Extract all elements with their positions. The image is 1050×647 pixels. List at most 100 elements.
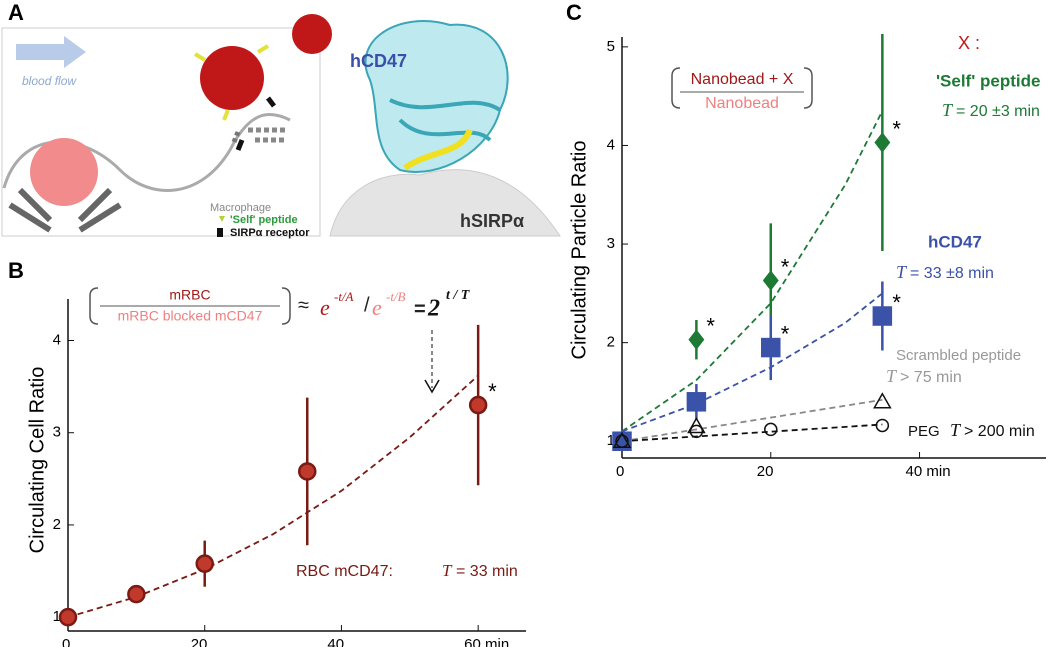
- x-tick-label: 40: [327, 636, 344, 647]
- panel-label: C: [566, 0, 582, 25]
- y-tick-label: 3: [53, 424, 61, 441]
- panel-label: B: [8, 258, 24, 283]
- series-label: hCD47: [928, 232, 982, 251]
- annotation: RBC mCD47:: [296, 563, 393, 580]
- legend-receptor-icon: [217, 228, 223, 237]
- equation-part: e: [372, 295, 382, 320]
- series-label: Scrambled peptide: [896, 347, 1021, 364]
- series-label: PEG: [908, 423, 940, 440]
- series-time: T: [886, 366, 898, 386]
- y-tick-label: 4: [607, 136, 615, 153]
- annotation: T: [442, 561, 453, 580]
- macrophage-label: Macrophage: [210, 202, 271, 214]
- cd47-ribbon: [389, 98, 502, 142]
- blood-flow-label: blood flow: [22, 74, 77, 88]
- equation-part: =: [414, 298, 426, 320]
- triangle-marker: [873, 392, 892, 409]
- panel-label: A: [8, 0, 24, 25]
- legend-label: 'Self' peptide: [230, 214, 298, 226]
- diamond-marker: [688, 329, 705, 350]
- cd47-ribbon: [364, 20, 509, 173]
- equation-part: -t/A: [334, 289, 354, 304]
- point: [58, 607, 78, 627]
- legend-label: SIRPα receptor: [230, 227, 310, 239]
- equation-part: /: [364, 294, 370, 316]
- binding-site: [403, 128, 473, 171]
- y-tick-label: 4: [53, 331, 61, 348]
- series-time: T: [896, 262, 908, 282]
- significance-mark: *: [706, 313, 715, 338]
- series-time: > 200 min: [964, 423, 1035, 440]
- y-tick-label: 3: [607, 235, 615, 252]
- nanobead: [200, 46, 264, 110]
- series-time: > 75 min: [900, 369, 962, 386]
- y-tick-label: 1: [53, 608, 61, 625]
- nanobead: [292, 14, 332, 54]
- circle-marker: [689, 424, 704, 439]
- engulfed-cell: [30, 138, 98, 206]
- series-time: = 33 ±8 min: [910, 265, 994, 282]
- bracket: [89, 287, 291, 325]
- significance-mark: *: [892, 290, 901, 315]
- x-tick-label: 40 min: [906, 463, 951, 480]
- circle-marker: [764, 422, 778, 437]
- annotation: = 33 min: [456, 563, 518, 580]
- sirpa-surface: [329, 169, 561, 237]
- equation-part: e: [320, 295, 330, 320]
- series-time: T: [950, 420, 962, 440]
- receptors: [248, 127, 288, 143]
- point: [195, 554, 214, 573]
- ratio-denominator: Nanobead: [705, 95, 779, 112]
- fit-curve: [67, 374, 479, 619]
- diamond-marker: [874, 132, 891, 153]
- point: [468, 395, 488, 415]
- legend-peptide-icon: [219, 216, 225, 222]
- x-tick-label: 20: [191, 636, 208, 647]
- macrophage-arms: [8, 187, 122, 233]
- bracket: [671, 67, 813, 109]
- point: [298, 462, 317, 481]
- y-axis-label: Circulating Cell Ratio: [26, 367, 48, 554]
- triangle-marker: [687, 416, 706, 434]
- square-marker: [686, 392, 707, 412]
- panel-c: C Circulating Particle Ratio 1 2 3 4 5 0 20 40 mi…: [566, 0, 1046, 480]
- point: [127, 584, 146, 604]
- fit-curve: [621, 110, 884, 433]
- square-marker: [761, 337, 781, 358]
- y-tick-label: 2: [53, 516, 61, 533]
- protein-label: hCD47: [350, 51, 407, 71]
- circle-marker: [615, 434, 629, 448]
- y-tick-label: 1: [607, 432, 615, 449]
- significance-mark: *: [892, 116, 901, 141]
- x-tick-label: 0: [616, 463, 624, 480]
- significance-mark: *: [781, 254, 790, 279]
- significance-mark: *: [781, 321, 790, 346]
- y-axis-label: Circulating Particle Ratio: [568, 141, 590, 360]
- ratio-denominator: mRBC blocked mCD47: [118, 308, 263, 324]
- x-tick-label: 60 min: [464, 636, 509, 647]
- sirpa-receptor: [235, 96, 276, 151]
- fit-curve: [621, 292, 883, 433]
- ratio-numerator: Nanobead + X: [691, 71, 794, 88]
- equation-part: t / T: [446, 288, 471, 303]
- x-tick-label: 0: [62, 636, 70, 647]
- fit-curve: [621, 398, 883, 443]
- flow-arrow: [16, 36, 86, 68]
- y-tick-label: 2: [607, 334, 615, 351]
- receptor-label: hSIRPα: [460, 211, 524, 231]
- fit-curve: [621, 423, 883, 443]
- ratio-numerator: mRBC: [169, 287, 210, 303]
- series-label: 'Self' peptide: [936, 71, 1040, 90]
- diamond-marker: [762, 270, 779, 291]
- significance-mark: *: [488, 379, 497, 404]
- equation-part: -t/B: [386, 289, 406, 304]
- square-marker: [872, 306, 893, 326]
- x-title: X :: [958, 33, 980, 53]
- arrow-head: [424, 379, 440, 394]
- series-time: = 20 ±3 min: [956, 103, 1040, 120]
- x-tick-label: 20: [757, 463, 774, 480]
- circle-marker: [875, 418, 890, 433]
- equation-part: 2: [427, 296, 440, 322]
